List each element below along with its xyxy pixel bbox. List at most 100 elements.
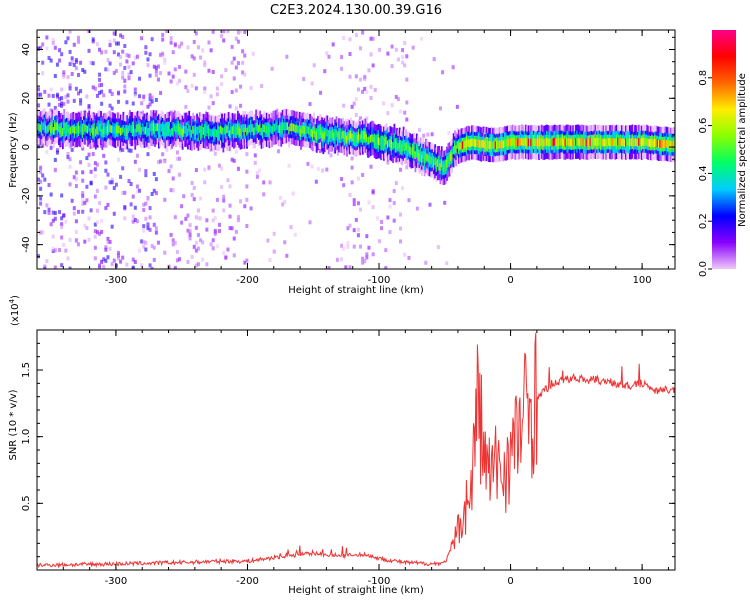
spectrogram-noise-cell bbox=[133, 259, 137, 264]
spectrogram-noise-cell bbox=[68, 62, 72, 67]
spectrogram-ridge-cell bbox=[265, 125, 268, 134]
spectrogram-noise-cell bbox=[51, 249, 55, 254]
spectrogram-ridge-cell bbox=[330, 131, 333, 139]
spectrogram-noise-cell bbox=[81, 201, 85, 206]
spectrogram-noise-cell bbox=[232, 56, 236, 61]
spectrogram-noise-cell bbox=[70, 71, 74, 76]
spectrogram-noise-cell bbox=[365, 89, 369, 94]
spectrogram-ridge-cell bbox=[622, 138, 625, 146]
spectrogram-ridge-cell bbox=[181, 128, 184, 137]
spectrogram-noise-cell bbox=[116, 52, 120, 57]
spectrogram-ridge-cell bbox=[159, 126, 162, 135]
spectrogram-ridge-cell bbox=[194, 128, 197, 137]
spectrogram-noise-cell bbox=[98, 72, 102, 77]
spectrogram-noise-cell bbox=[169, 110, 173, 115]
spectrogram-ridge-cell bbox=[639, 137, 642, 146]
spectrogram-ridge-cell bbox=[525, 137, 527, 146]
spectrogram-noise-cell bbox=[87, 105, 91, 110]
spectrogram-ridge-cell bbox=[130, 125, 133, 133]
spectrogram-noise-cell bbox=[196, 233, 200, 238]
spectrogram-ridge-cell bbox=[521, 137, 523, 146]
spectrogram-ridge-cell bbox=[176, 124, 179, 133]
spectrogram-noise-cell bbox=[356, 227, 360, 232]
spectrogram-ridge-cell bbox=[394, 141, 397, 150]
spectrogram-ridge-cell bbox=[168, 125, 171, 133]
spectrogram-ridge-cell bbox=[523, 138, 526, 146]
spectrogram-noise-cell bbox=[133, 91, 137, 96]
spectrogram-ridge-cell bbox=[673, 140, 675, 149]
spectrogram-ridge-cell bbox=[336, 134, 339, 143]
spectrogram-ridge-cell bbox=[657, 139, 660, 148]
spectrogram-ridge-cell bbox=[294, 125, 297, 133]
spectrogram-ridge-cell bbox=[636, 138, 639, 147]
spectrogram-ridge-cell bbox=[198, 125, 201, 134]
spectrogram-noise-cell bbox=[131, 61, 135, 66]
spectrogram-noise-cell bbox=[91, 61, 95, 66]
spectrogram-noise-cell bbox=[211, 69, 215, 74]
spectrogram-ridge-cell bbox=[371, 133, 373, 142]
spectrogram-noise-cell bbox=[173, 43, 177, 48]
spectrogram-ridge-cell bbox=[507, 138, 510, 147]
spectrogram-ridge-cell bbox=[339, 131, 342, 140]
spectrogram-ridge-cell bbox=[236, 124, 239, 132]
spectrogram-ridge-cell bbox=[567, 137, 569, 146]
spectrogram-noise-cell bbox=[186, 88, 190, 93]
spectrogram-ridge-cell bbox=[571, 138, 573, 147]
spectrogram-ridge-cell bbox=[605, 138, 608, 147]
spectrogram-ridge-cell bbox=[596, 138, 598, 146]
spectrogram-ridge-cell bbox=[325, 128, 327, 137]
spectrogram-ridge-cell bbox=[340, 131, 343, 140]
spectrogram-noise-cell bbox=[142, 224, 146, 229]
spectrogram-noise-cell bbox=[363, 259, 367, 264]
spectrogram-noise-cell bbox=[363, 86, 367, 91]
spectrogram-noise-cell bbox=[110, 180, 114, 185]
spectrogram-noise-cell bbox=[178, 44, 182, 49]
spectrogram-noise-cell bbox=[125, 262, 129, 267]
spectrogram-ridge-cell bbox=[477, 139, 480, 148]
spectrogram-ridge-cell bbox=[457, 142, 460, 151]
snr-series-line bbox=[37, 332, 675, 569]
spectrogram-noise-cell bbox=[39, 230, 43, 235]
spectrogram-noise-cell bbox=[192, 56, 196, 61]
spectrogram-noise-cell bbox=[39, 46, 43, 51]
spectrogram-noise-cell bbox=[93, 86, 97, 91]
spectrogram-ridge-cell bbox=[664, 139, 667, 148]
spectrogram-noise-cell bbox=[213, 229, 217, 234]
spectrogram-ridge-cell bbox=[289, 123, 292, 132]
spectrogram-noise-cell bbox=[138, 248, 142, 253]
spectrogram-noise-cell bbox=[399, 212, 403, 217]
spectrogram-noise-cell bbox=[203, 60, 207, 65]
spectrogram-ridge-cell bbox=[576, 137, 579, 146]
spectrogram-ridge-cell bbox=[60, 125, 63, 134]
spectrogram-noise-cell bbox=[154, 191, 158, 196]
spectrogram-ridge-cell bbox=[122, 125, 125, 133]
spectrogram-noise-cell bbox=[272, 231, 276, 236]
spectrogram-ridge-cell bbox=[42, 122, 45, 131]
spectrogram-ridge-cell bbox=[642, 137, 644, 146]
spectrogram-ridge-cell bbox=[204, 127, 206, 136]
spectrogram-ridge-cell bbox=[356, 134, 359, 143]
spectrogram-ridge-cell bbox=[406, 144, 409, 153]
spectrogram-ridge-cell bbox=[634, 138, 637, 146]
spectrogram-noise-cell bbox=[173, 67, 177, 72]
spectrogram-ridge-cell bbox=[502, 140, 505, 149]
spectrogram-ridge-cell bbox=[459, 142, 462, 151]
spectrogram-ridge-cell bbox=[365, 134, 368, 143]
spectrogram-ridge-cell bbox=[75, 126, 77, 134]
spectrogram-ridge-cell bbox=[556, 138, 559, 147]
spectrogram-ridge-cell bbox=[282, 122, 285, 131]
spectrogram-ridge-cell bbox=[257, 125, 260, 133]
spectrogram-ridge-cell bbox=[64, 126, 67, 134]
spectrogram-ridge-cell bbox=[213, 130, 216, 139]
spectrogram-ridge-cell bbox=[307, 126, 310, 135]
spectrogram-ridge-cell bbox=[647, 138, 650, 147]
spectrogram-ridge-cell bbox=[179, 126, 181, 135]
spectrogram-noise-cell bbox=[156, 160, 160, 165]
spectrogram-noise-cell bbox=[169, 36, 173, 41]
spectrogram-noise-cell bbox=[133, 55, 137, 60]
spectrogram-noise-cell bbox=[163, 60, 167, 65]
spectrogram-noise-cell bbox=[45, 35, 49, 40]
spectrogram-noise-cell bbox=[266, 238, 270, 243]
spectrogram-noise-cell bbox=[140, 263, 144, 268]
